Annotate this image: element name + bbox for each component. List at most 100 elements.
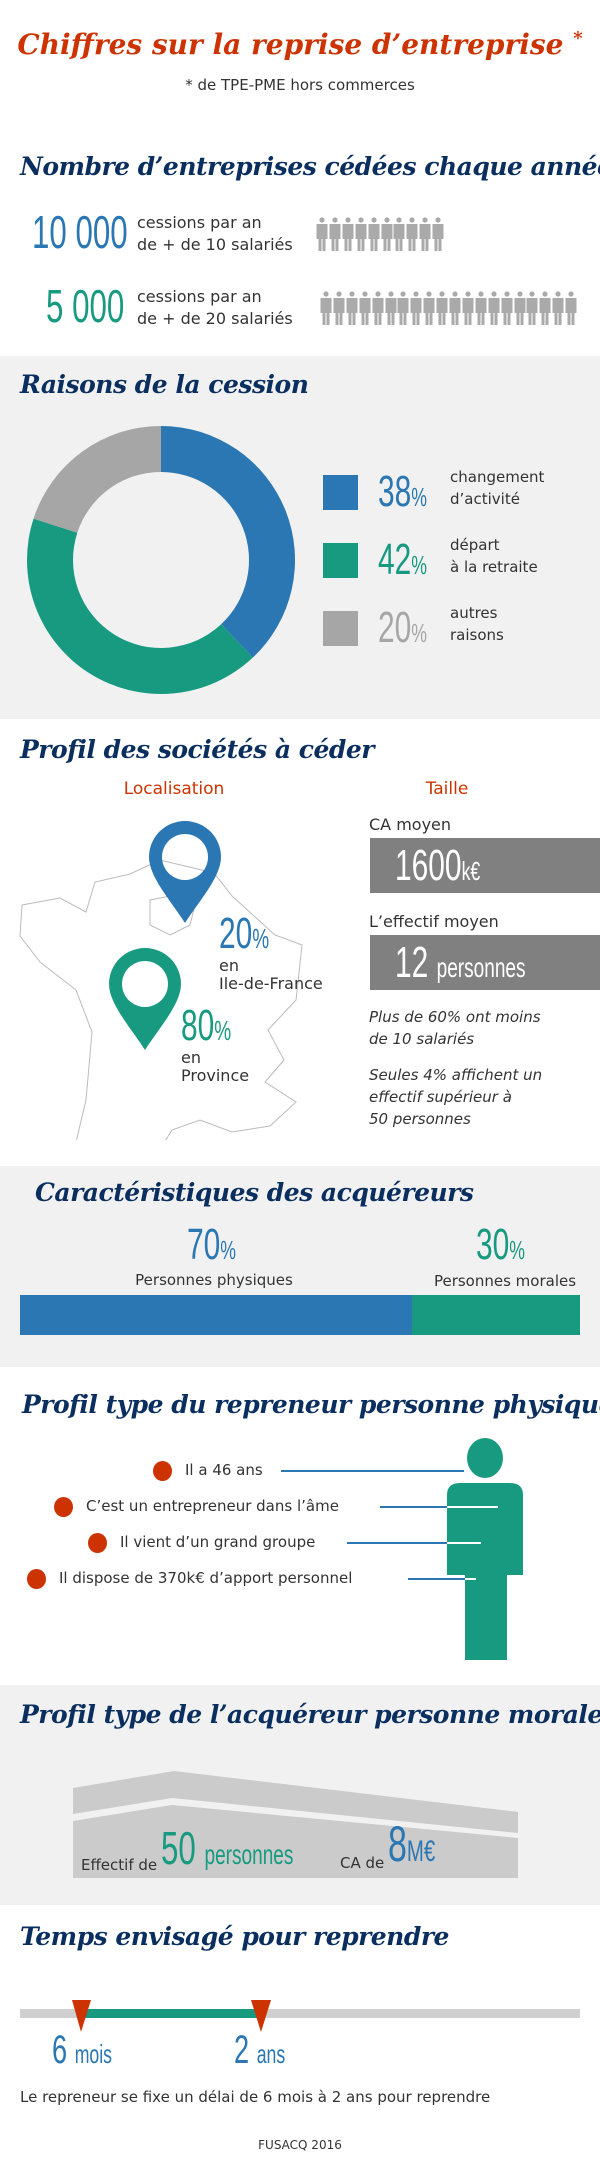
section-title-raisons: Raisons de la cession [20,370,309,399]
legend-unit: % [411,618,428,648]
person-icon [359,291,371,325]
person-icon [342,217,354,251]
profile-item: C’est un entrepreneur dans l’âme [86,1497,339,1515]
person-icon [423,291,435,325]
ca-value: 8 [388,1816,408,1872]
section-title-temps: Temps envisagé pour reprendre [20,1922,449,1951]
marker-end-icon [251,2000,271,2032]
physiques-stat: 70% [187,1223,259,1271]
legend-swatch [323,475,358,510]
physiques-unit: % [220,1235,237,1265]
person-icon [346,291,358,325]
person-icon [449,291,461,325]
cession-line2: de + de 20 salariés [137,309,293,328]
profile-item: Il dispose de 370k€ d’apport personnel [59,1569,353,1587]
morale-effectif: Effectif de 50 personnes [81,1825,294,1878]
ca-box: 1600k€ [370,838,600,893]
section-title-profil: Profil des sociétés à céder [20,735,374,764]
legend-percent: 42 [378,535,412,584]
person-icon [410,291,422,325]
province-line2: Province [181,1066,250,1085]
person-icon [397,291,409,325]
effectif-prefix: Effectif de [81,1856,158,1874]
end-unit: ans [256,2039,286,2069]
ca-unit: k€ [461,856,481,886]
footer-credit: FUSACQ 2016 [258,2138,342,2152]
cession-value: 10 000 [32,206,128,258]
bar-morales [412,1295,580,1335]
person-icon [419,217,431,251]
province-value: 80 [181,1001,215,1050]
person-icon [462,291,474,325]
person-icon [514,291,525,325]
legend-percent: 38 [378,467,412,516]
legend-value: 42% [378,538,450,586]
person-icon [539,291,551,325]
bullet-dot-icon [54,1497,73,1517]
effectif-box: 12 personnes [370,935,600,990]
person-icon [488,291,500,325]
person-icon [329,217,341,251]
ca-prefix: CA de [340,1854,385,1872]
donut-slice [26,518,253,694]
morales-unit: % [509,1235,526,1265]
person-icon [501,291,513,325]
bullet-dot-icon [153,1461,172,1481]
person-icon [385,291,396,325]
legend-value: 38% [378,470,450,518]
title-asterisk: * [573,28,583,49]
subtitle: * de TPE-PME hors commerces [185,76,415,94]
section-title-morale: Profil type de l’acquéreur personne mora… [20,1700,600,1729]
bar-physiques [20,1295,412,1335]
person-icon [475,291,487,325]
cession-line1: cessions par an [137,287,262,306]
province-unit: % [214,1015,232,1046]
ca-value: 1600 [395,841,462,890]
legend-percent: 20 [378,603,412,652]
cession-value: 5 000 [46,280,125,332]
physiques-label: Personnes physiques [135,1271,293,1289]
person-icon [552,291,564,325]
province-line1: en [181,1048,201,1067]
morales-label: Personnes morales [433,1272,577,1290]
note-line: Seules 4% affichent un [369,1066,543,1084]
legend-unit: % [411,482,428,512]
cession-row-20: 5 000 cessions par an de + de 20 salarié… [0,280,600,332]
person-icon [333,291,345,325]
note-line: Plus de 60% ont moins [369,1008,541,1026]
connector-lines [281,1470,498,1580]
person-icon [432,217,444,251]
donut-chart [26,426,295,694]
legend-line2: raisons [450,626,504,644]
start-value: 6 [52,2028,68,2072]
legend-line2: à la retraite [450,558,538,576]
map-pin-icon [109,948,181,1050]
donut-slice [161,426,295,658]
ca-unit: M€ [407,1835,436,1868]
cession-line2: de + de 10 salariés [137,235,293,254]
legend-line1: changement [450,468,545,486]
localisation-title: Localisation [123,779,225,799]
section-title-physique: Profil type du repreneur personne physiq… [22,1390,600,1419]
note-line: effectif supérieur à [369,1088,512,1106]
person-icon [320,291,332,325]
timeline-start: 6 mois [52,2030,140,2074]
taille-title: Taille [425,779,469,799]
map-pin-icon [149,821,221,923]
person-icon [316,217,328,251]
province-stat: 80% [181,1004,255,1053]
person-icon [436,291,448,325]
legend-unit: % [411,550,428,580]
ca-label: CA moyen [369,815,452,834]
start-unit: mois [74,2039,113,2069]
person-icon [406,217,418,251]
donut-slice [33,426,161,533]
legend-swatch [323,611,358,646]
morales-value: 30 [476,1220,510,1269]
idf-line1: en [219,956,239,975]
person-icon [368,217,380,251]
person-icon [381,217,392,251]
person-icon [526,291,538,325]
person-icon [355,217,367,251]
france-map [19,859,303,1140]
